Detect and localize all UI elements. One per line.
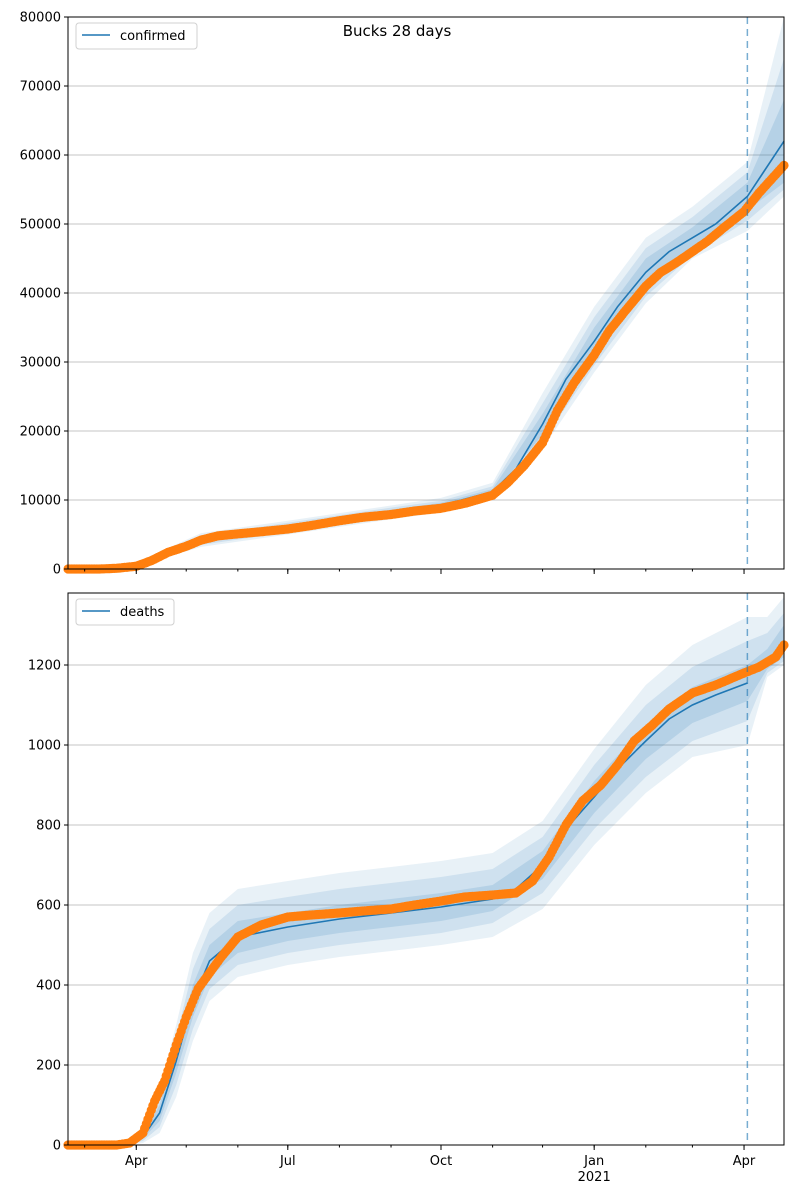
plot-area-deaths [68,593,784,1145]
observed-points-confirmed [63,160,789,574]
y-tick-label: 1000 [28,739,61,754]
x-tick-label: Oct [430,1154,452,1169]
y-tick-label: 30000 [20,356,61,371]
y-tick-label: 200 [36,1059,61,1074]
legend-label-confirmed: confirmed [120,29,186,44]
chart-title: Bucks 28 days [343,22,452,40]
panel-confirmed: 0 10000 20000 30000 40000 50000 60000 70000 8000… [20,11,789,578]
y-tick-label: 20000 [20,425,61,440]
y-tick-label: 600 [36,899,61,914]
legend-deaths: deaths [75,598,175,626]
legend-box [75,22,198,50]
band-outer [68,613,784,1145]
y-tick-label: 10000 [20,494,61,509]
y-tick-label: 60000 [20,149,61,164]
y-tick-label: 800 [36,819,61,834]
legend-box [75,598,175,626]
band-outermost [68,597,784,1145]
y-tick-label: 400 [36,979,61,994]
y-tick-label: 0 [53,563,61,578]
x-tick-label: Apr [125,1154,148,1169]
y-tick-label: 1200 [28,659,61,674]
axes-frame-deaths [67,592,785,1146]
y-axis-deaths: 0 200 400 600 800 1000 1200 [28,659,68,1154]
y-tick-label: 80000 [20,11,61,26]
y-tick-label: 40000 [20,287,61,302]
uncertainty-bands-deaths [68,597,784,1145]
observed-points-deaths [63,640,789,1150]
y-tick-label: 50000 [20,218,61,233]
x-tick-year-label: 2021 [578,1170,611,1185]
model-line-deaths [68,682,748,1146]
x-axis-ticks-confirmed [84,569,745,574]
legend-label-deaths: deaths [120,605,165,620]
y-tick-label: 70000 [20,80,61,95]
legend-confirmed: confirmed [75,22,198,50]
y-axis-confirmed: 0 10000 20000 30000 40000 50000 60000 70000 8000… [20,11,68,578]
x-tick-label: Apr [733,1154,756,1169]
y-tick-label: 0 [53,1139,61,1154]
x-tick-label: Jan [583,1154,604,1169]
x-tick-label: Jul [279,1154,296,1169]
